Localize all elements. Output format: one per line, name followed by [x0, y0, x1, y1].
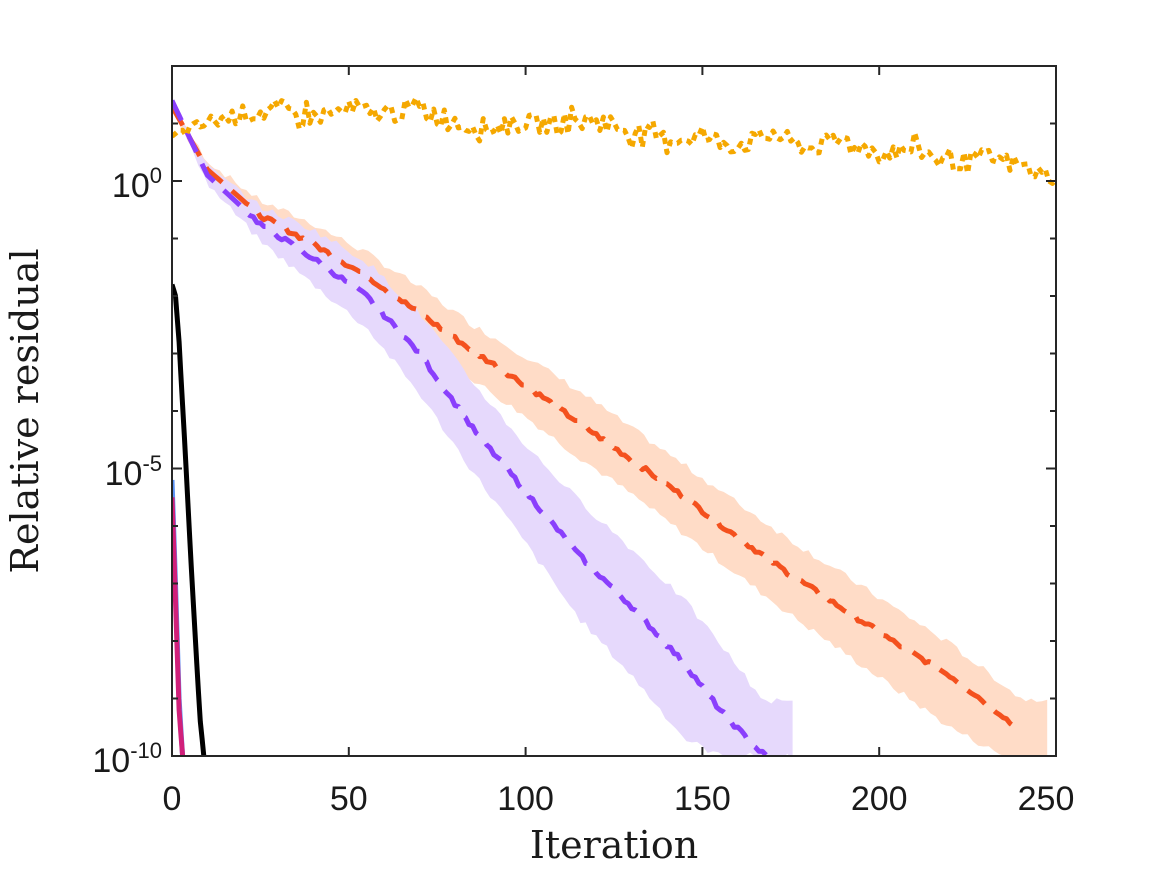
- confidence-bands: [172, 97, 1048, 756]
- x-tick-label-150: 150: [674, 780, 731, 818]
- purple-dashed-band: [172, 97, 793, 756]
- y-tick-label-1e-5: 10-5: [105, 451, 162, 493]
- plot-area: [172, 95, 1056, 756]
- x-tick-label-200: 200: [851, 780, 908, 818]
- yellow-dotted-line: [172, 95, 1056, 186]
- y-tick-label-1e0: 100: [112, 163, 162, 205]
- axis-ticks: [171, 65, 1057, 757]
- y-tick-label-1e-10: 10-10: [92, 738, 162, 780]
- magenta-solid-line: [172, 497, 186, 756]
- x-tick-label-100: 100: [497, 780, 554, 818]
- purple-dashed-line: [172, 99, 768, 756]
- x-axis-label: Iteration: [530, 823, 698, 867]
- orange-dashed-line: [172, 105, 1022, 735]
- black-solid-line: [172, 283, 207, 756]
- x-tick-label-0: 0: [163, 780, 182, 818]
- x-tick-label-250: 250: [1018, 780, 1075, 818]
- y-tick-labels: 10-10 10-5 100: [92, 163, 162, 780]
- y-tick-base: 10: [92, 742, 130, 780]
- y-tick-exponent: 0: [150, 163, 162, 188]
- y-tick-base: 10: [105, 455, 143, 493]
- y-tick-base: 10: [112, 167, 150, 205]
- y-tick-exponent: -5: [142, 451, 162, 476]
- y-tick-exponent: -10: [130, 738, 162, 763]
- x-tick-label-50: 50: [330, 780, 368, 818]
- x-tick-labels: 0 50 100 150 200 250: [163, 780, 1075, 818]
- y-axis-label: Relative residual: [3, 248, 47, 573]
- orange-dashed-band: [172, 105, 1048, 756]
